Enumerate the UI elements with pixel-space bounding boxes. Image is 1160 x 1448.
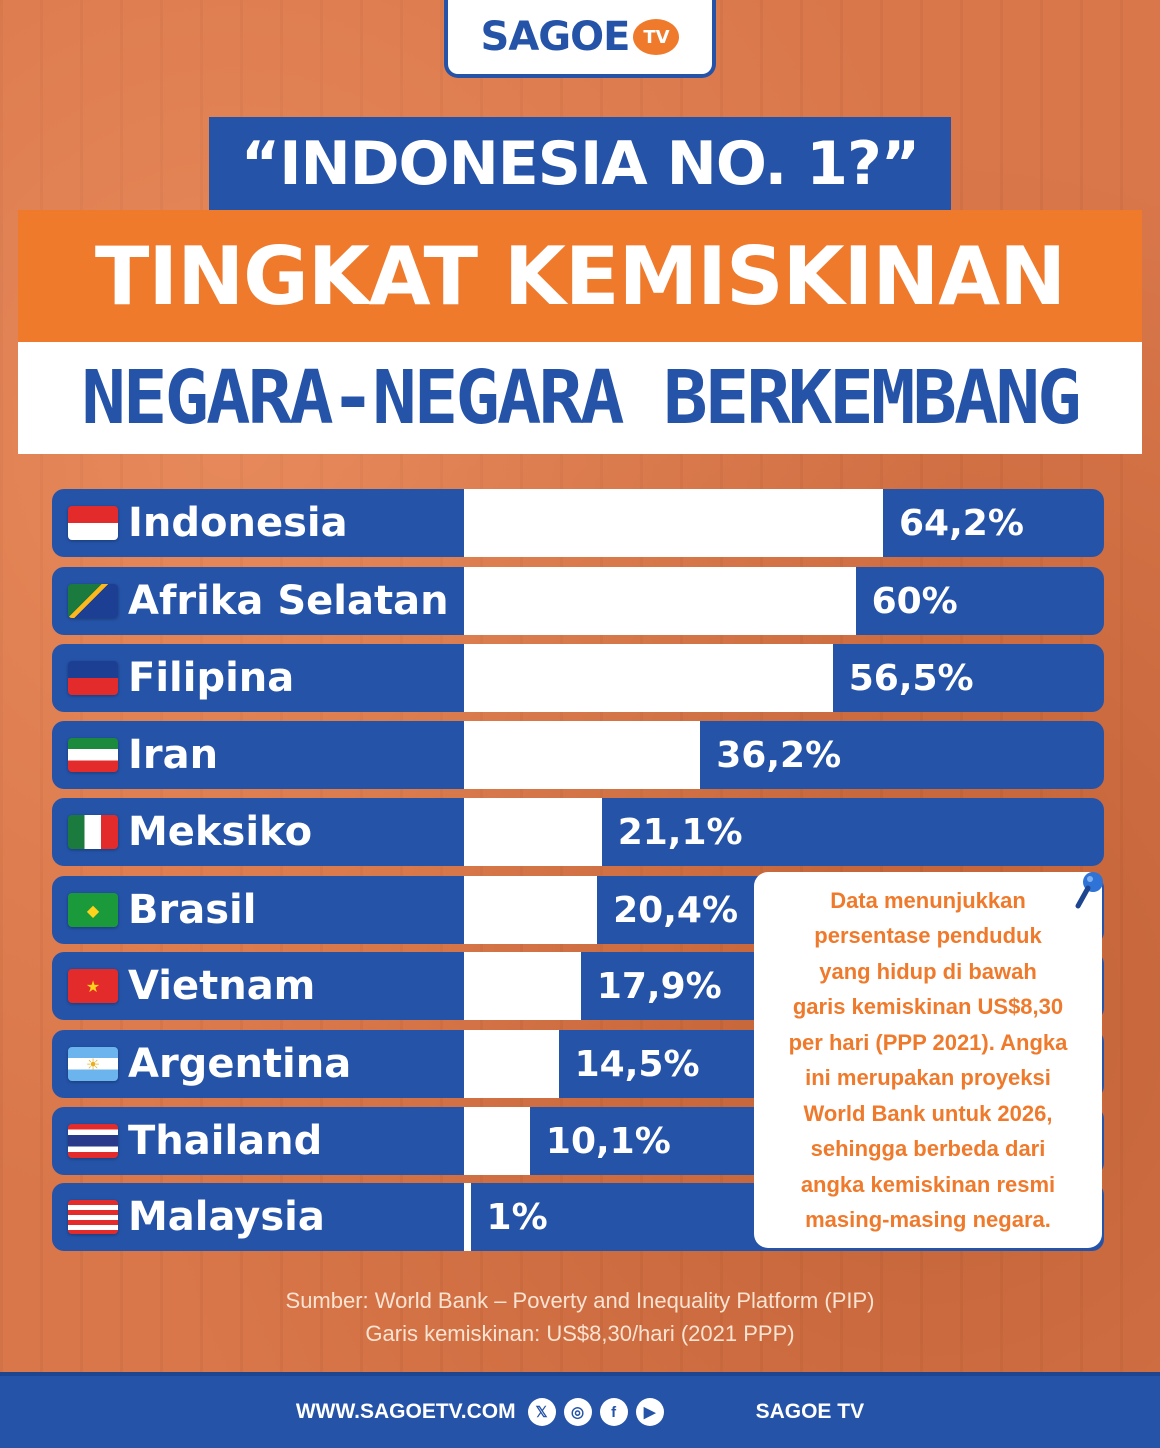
pushpin-icon bbox=[1075, 872, 1103, 909]
instagram-icon[interactable]: ◎ bbox=[563, 1398, 592, 1426]
facebook-icon[interactable]: f bbox=[599, 1398, 628, 1426]
malaysia-flag-icon bbox=[68, 1200, 118, 1234]
headline-question: “INDONESIA NO. 1?” bbox=[209, 117, 951, 210]
source-line: Sumber: World Bank – Poverty and Inequal… bbox=[285, 1288, 875, 1313]
country-label: Iran bbox=[68, 721, 218, 789]
country-name: Meksiko bbox=[128, 809, 313, 855]
country-name: Indonesia bbox=[128, 500, 348, 546]
footer-bar: WWW.SAGOETV.COM 𝕏 ◎ f ▶ SAGOE TV bbox=[0, 1372, 1160, 1448]
country-name: Thailand bbox=[128, 1118, 323, 1164]
chart-row: Iran 36,2% bbox=[52, 721, 1104, 789]
bar bbox=[464, 798, 602, 866]
country-name: Argentina bbox=[128, 1041, 352, 1087]
bar bbox=[464, 876, 598, 944]
value-label: 60% bbox=[871, 580, 958, 622]
headline-sub: NEGARA-NEGARA BERKEMBANG bbox=[18, 342, 1142, 454]
bar bbox=[464, 721, 701, 789]
logo-text: SAGOE bbox=[480, 14, 631, 60]
country-label: Filipina bbox=[68, 644, 294, 712]
vietnam-flag-icon: ★ bbox=[68, 969, 118, 1003]
chart-row: Thailand 10,1% bbox=[52, 1107, 1104, 1175]
chart-row: Meksiko 21,1% bbox=[52, 798, 1104, 866]
country-name: Vietnam bbox=[128, 963, 316, 1009]
bar bbox=[464, 567, 856, 635]
bar bbox=[464, 489, 883, 557]
country-label: Afrika Selatan bbox=[68, 567, 449, 635]
country-label: Meksiko bbox=[68, 798, 312, 866]
iran-flag-icon bbox=[68, 738, 118, 772]
country-name: Afrika Selatan bbox=[128, 578, 449, 624]
country-name: Filipina bbox=[128, 655, 295, 701]
country-name: Brasil bbox=[128, 887, 257, 933]
social-icons: 𝕏 ◎ f ▶ bbox=[527, 1398, 664, 1426]
value-label: 1% bbox=[486, 1196, 548, 1238]
country-label: ◆ Brasil bbox=[68, 876, 256, 944]
country-label: Thailand bbox=[68, 1107, 322, 1175]
bar bbox=[464, 1183, 471, 1251]
note-text: Data menunjukkan persentase penduduk yan… bbox=[788, 887, 1068, 1233]
country-label: Indonesia bbox=[68, 489, 348, 557]
bar bbox=[464, 952, 581, 1020]
mexico-flag-icon bbox=[68, 815, 118, 849]
logo-tv-badge: TV bbox=[633, 19, 680, 55]
indonesia-flag-icon bbox=[68, 506, 118, 540]
bar bbox=[464, 644, 833, 712]
value-label: 56,5% bbox=[848, 657, 974, 699]
bar bbox=[464, 1030, 559, 1098]
country-name: Malaysia bbox=[128, 1194, 325, 1240]
x-icon[interactable]: 𝕏 bbox=[527, 1398, 556, 1426]
south-africa-flag-icon bbox=[68, 584, 118, 618]
explanation-note: Data menunjukkan persentase penduduk yan… bbox=[754, 872, 1102, 1248]
chart-row: Filipina 56,5% bbox=[52, 644, 1104, 712]
country-label: ★ Vietnam bbox=[68, 952, 315, 1020]
poverty-line-note: Garis kemiskinan: US$8,30/hari (2021 PPP… bbox=[365, 1321, 795, 1346]
headline-main: TINGKAT KEMISKINAN bbox=[18, 210, 1142, 342]
country-label: ☀ Argentina bbox=[68, 1030, 351, 1098]
value-label: 20,4% bbox=[613, 889, 739, 931]
thailand-flag-icon bbox=[68, 1124, 118, 1158]
country-name: Iran bbox=[128, 732, 219, 778]
argentina-flag-icon: ☀ bbox=[68, 1047, 118, 1081]
chart-row: Indonesia 64,2% bbox=[52, 489, 1104, 557]
brazil-flag-icon: ◆ bbox=[68, 893, 118, 927]
value-label: 21,1% bbox=[617, 811, 743, 853]
bar bbox=[464, 1107, 530, 1175]
philippines-flag-icon bbox=[68, 661, 118, 695]
value-label: 36,2% bbox=[716, 734, 842, 776]
country-label: Malaysia bbox=[68, 1183, 325, 1251]
value-label: 64,2% bbox=[899, 502, 1024, 544]
website-link[interactable]: WWW.SAGOETV.COM bbox=[295, 1400, 516, 1423]
channel-handle: SAGOE TV bbox=[755, 1400, 865, 1423]
youtube-icon[interactable]: ▶ bbox=[635, 1398, 664, 1426]
value-label: 17,9% bbox=[596, 965, 722, 1007]
value-label: 14,5% bbox=[574, 1043, 700, 1085]
chart-row: Afrika Selatan 60% bbox=[52, 567, 1104, 635]
value-label: 10,1% bbox=[545, 1120, 671, 1162]
logo: SAGOE TV bbox=[444, 0, 716, 78]
